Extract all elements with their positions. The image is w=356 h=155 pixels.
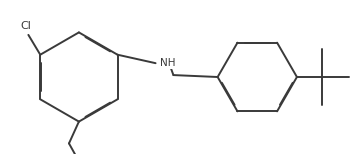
Text: NH: NH [159,58,175,68]
Text: Cl: Cl [20,21,31,31]
